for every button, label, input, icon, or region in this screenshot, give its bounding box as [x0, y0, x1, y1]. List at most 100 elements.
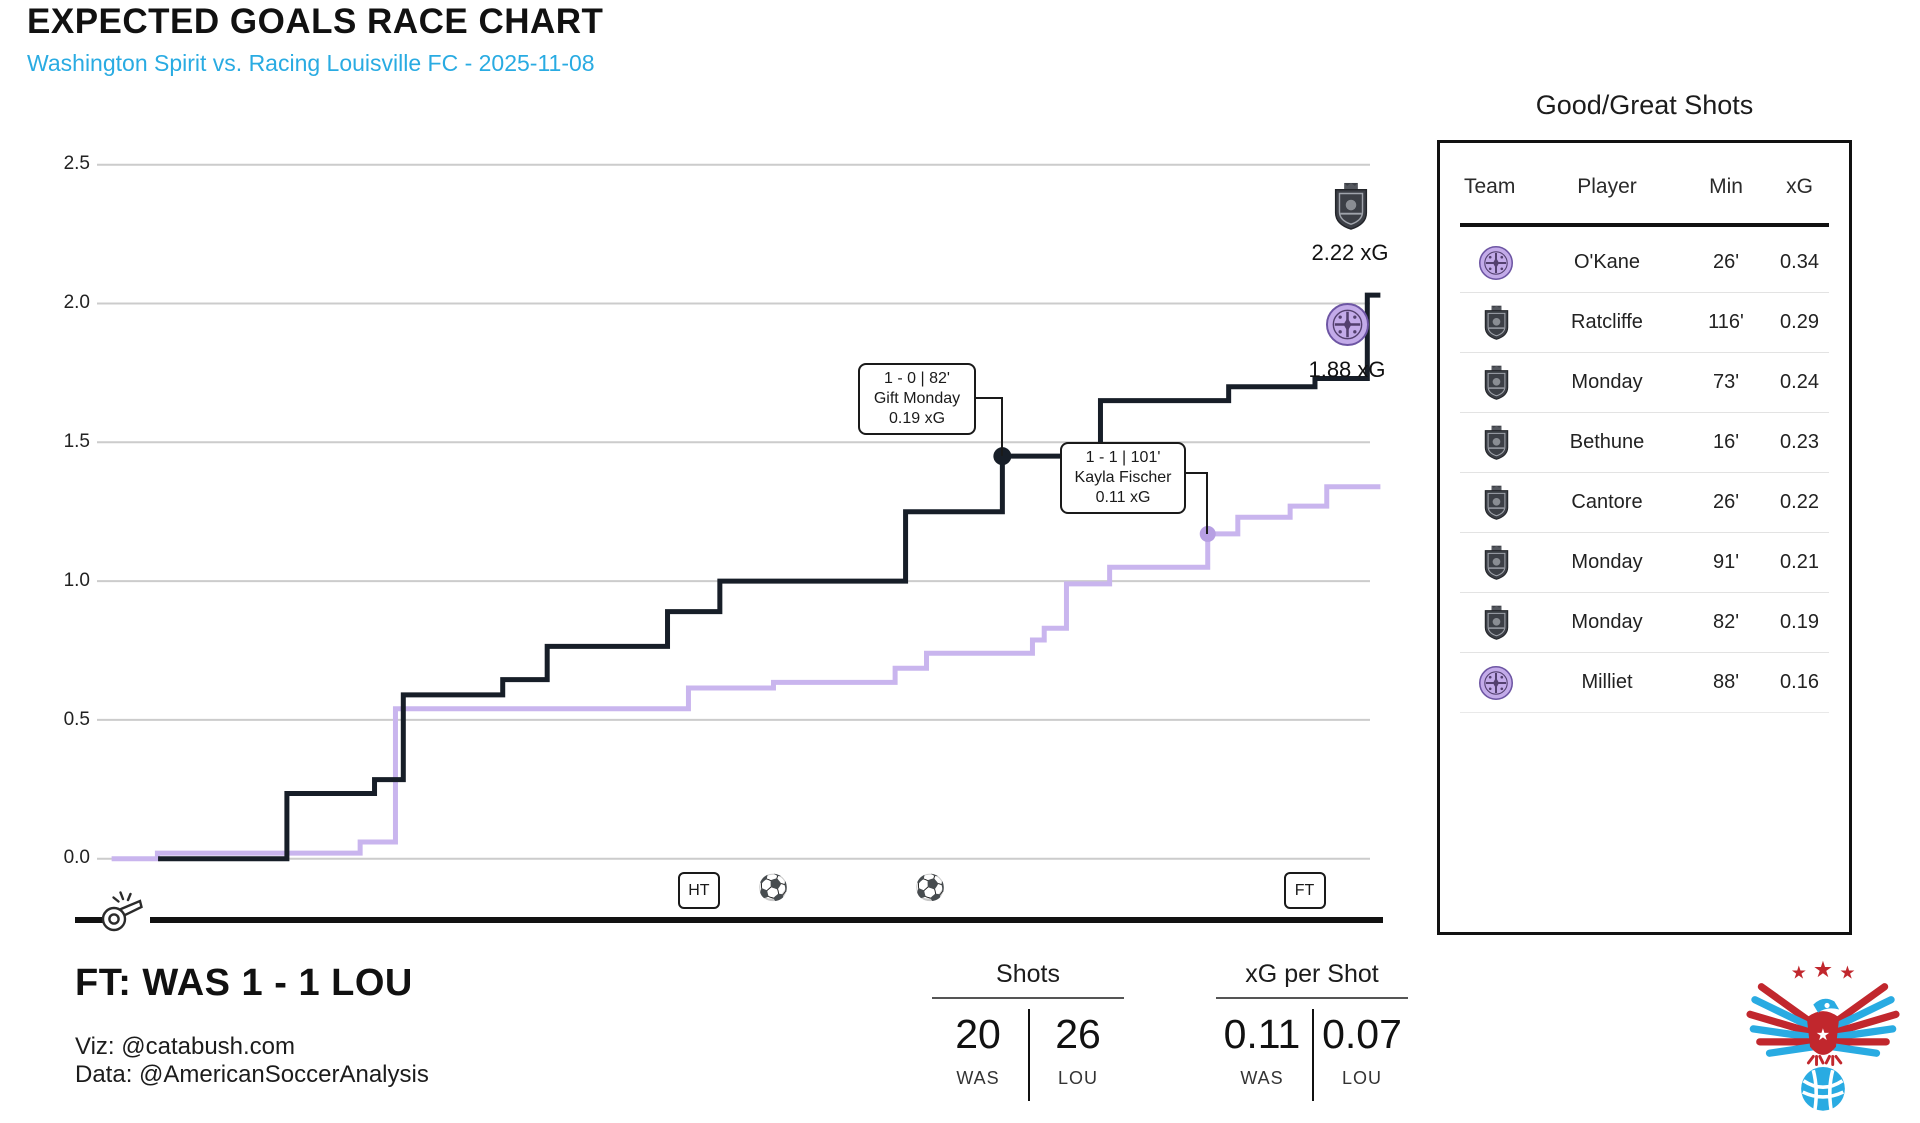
stat-title: xG per Shot	[1245, 960, 1379, 988]
player-name: O'Kane	[1573, 251, 1641, 273]
washington-spirit-badge-icon	[1334, 182, 1368, 230]
shots-stat-block: Shots 20 WAS 26 LOU	[928, 960, 1128, 1103]
ytick-0-0: 0.0	[63, 847, 90, 868]
player-name: Monday	[1571, 551, 1643, 573]
shot-xg: 0.23	[1780, 431, 1819, 453]
american-soccer-analysis-logo: ★ ★ ★ ★	[1742, 956, 1904, 1118]
shots-was-value: 20	[955, 1011, 1001, 1057]
team-badge-icon	[1460, 425, 1532, 460]
ytick-0-5: 0.5	[63, 709, 90, 730]
ytick-1-5: 1.5	[63, 431, 90, 452]
axis-and-leaders	[75, 397, 1383, 923]
goal-player: Gift Monday	[873, 390, 961, 407]
shot-xg: 0.34	[1780, 251, 1819, 273]
ytick-2-5: 2.5	[63, 153, 90, 174]
racing-louisville-badge-icon	[1479, 245, 1513, 280]
table-row: O'Kane 26' 0.34	[1460, 233, 1829, 293]
stat-title: Shots	[996, 960, 1060, 988]
player-name: Monday	[1571, 611, 1643, 633]
was-final-xg-label: 2.22 xG	[1311, 240, 1389, 265]
goal-annotation-was: 1 - 0 | 82' Gift Monday 0.19 xG	[858, 363, 976, 435]
lou-final-xg-label: 1.88 xG	[1308, 357, 1386, 382]
goal-score-minute: 1 - 1 | 101'	[1085, 449, 1161, 466]
table-row: Monday 73' 0.24	[1460, 353, 1829, 413]
shot-minute: 73'	[1712, 371, 1740, 393]
washington-spirit-badge-icon	[1484, 545, 1508, 580]
shot-minute: 16'	[1712, 431, 1740, 453]
page-title: EXPECTED GOALS RACE CHART	[27, 2, 604, 41]
washington-spirit-badge-icon	[1484, 605, 1508, 640]
goal-ball-icon: ⚽	[914, 874, 946, 902]
xg-per-shot-lou-label: LOU	[1341, 1068, 1382, 1088]
team-badge-icon	[1460, 485, 1532, 520]
col-player: Player	[1577, 175, 1637, 198]
team-badge-icon	[1460, 605, 1532, 640]
col-xg: xG	[1786, 175, 1813, 198]
data-credit: Data: @AmericanSoccerAnalysis	[75, 1061, 429, 1088]
xg-per-shot-was-label: WAS	[1240, 1068, 1284, 1088]
shot-xg: 0.22	[1780, 491, 1819, 513]
table-row: Ratcliffe 116' 0.29	[1460, 293, 1829, 353]
goal-xg: 0.19 xG	[888, 410, 946, 427]
washington-spirit-badge-icon	[1484, 485, 1508, 520]
xg-race-plot	[75, 163, 1383, 923]
shot-minute: 88'	[1712, 671, 1740, 693]
xg-per-shot-was-value: 0.11	[1223, 1011, 1301, 1057]
shots-table-header: Team Player Min xG	[1460, 175, 1829, 199]
svg-text:★: ★	[1816, 1026, 1831, 1044]
table-row: Milliet 88' 0.16	[1460, 653, 1829, 713]
player-name: Ratcliffe	[1571, 311, 1643, 333]
shot-minute: 26'	[1712, 491, 1740, 513]
table-row: Monday 82' 0.19	[1460, 593, 1829, 653]
table-row: Bethune 16' 0.23	[1460, 413, 1829, 473]
kickoff-whistle-icon	[96, 888, 148, 938]
goal-score-minute: 1 - 0 | 82'	[884, 370, 950, 387]
shot-xg: 0.24	[1780, 371, 1819, 393]
shot-minute: 82'	[1712, 611, 1740, 633]
shots-table: Team Player Min xG O'Kane 26' 0.34 Ratcl…	[1437, 140, 1852, 935]
stat-divider	[1312, 1009, 1314, 1101]
washington-spirit-badge-icon	[1484, 305, 1508, 340]
player-name: Milliet	[1581, 671, 1633, 693]
xg-race-chart: 2.5 2.0 1.5 1.0 0.5 0.0 1 - 0 | 82' Gift…	[60, 120, 1390, 950]
halftime-marker: HT	[677, 872, 720, 909]
team-badge-icon	[1460, 305, 1532, 340]
svg-text:★: ★	[1791, 963, 1807, 983]
team-badge-icon	[1460, 365, 1532, 400]
header-rule	[1460, 223, 1829, 227]
shots-table-rows: O'Kane 26' 0.34 Ratcliffe 116' 0.29 Mond…	[1460, 233, 1829, 713]
goal-ball-icon: ⚽	[757, 874, 790, 902]
svg-text:★: ★	[1813, 956, 1833, 982]
washington-spirit-badge-icon	[1484, 425, 1508, 460]
team-badge-icon	[1460, 545, 1532, 580]
shot-minute: 26'	[1712, 251, 1740, 273]
shots-table-title: Good/Great Shots	[1535, 90, 1754, 120]
xg-per-shot-lou-value: 0.07	[1322, 1011, 1402, 1057]
fulltime-score: FT: WAS 1 - 1 LOU	[75, 962, 413, 1004]
stat-divider	[1028, 1009, 1030, 1101]
shots-was-label: WAS	[956, 1068, 1000, 1088]
goal-xg: 0.11 xG	[1095, 489, 1151, 506]
player-name: Monday	[1571, 371, 1643, 393]
racing-louisville-badge-icon	[1326, 303, 1369, 346]
stat-rule	[1216, 997, 1408, 999]
table-row: Monday 91' 0.21	[1460, 533, 1829, 593]
shot-xg: 0.21	[1780, 551, 1819, 573]
svg-text:★: ★	[1839, 963, 1855, 983]
shot-xg: 0.16	[1780, 671, 1819, 693]
stat-rule	[932, 997, 1124, 999]
col-team: Team	[1464, 175, 1516, 198]
col-min: Min	[1709, 175, 1743, 198]
shot-xg: 0.29	[1780, 311, 1819, 333]
washington-spirit-badge-icon	[1484, 365, 1508, 400]
ytick-2-0: 2.0	[63, 292, 90, 313]
player-name: Bethune	[1569, 431, 1645, 453]
xg-per-shot-stat-block: xG per Shot 0.11 WAS 0.07 LOU	[1212, 960, 1412, 1103]
fulltime-marker: FT	[1283, 872, 1326, 909]
team-badge-icon	[1460, 665, 1532, 700]
shot-minute: 91'	[1712, 551, 1740, 573]
player-name: Cantore	[1571, 491, 1643, 513]
was-endpoint-badge	[1331, 182, 1371, 235]
goal-annotation-lou: 1 - 1 | 101' Kayla Fischer 0.11 xG	[1060, 442, 1186, 514]
team-badge-icon	[1460, 245, 1532, 280]
